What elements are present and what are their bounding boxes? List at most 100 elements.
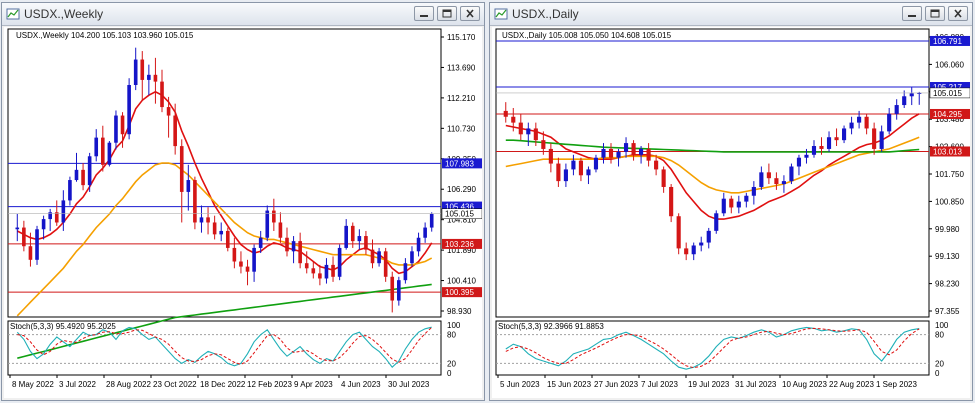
daily-maximize-button[interactable]: [925, 6, 945, 21]
weekly-candle-body: [304, 263, 309, 269]
weekly-candle-body: [28, 246, 33, 260]
close-icon: [954, 9, 962, 18]
daily-x-tick-label: 5 Jun 2023: [500, 380, 540, 389]
weekly-candle-body: [423, 227, 427, 238]
weekly-candle-body: [160, 81, 164, 108]
weekly-candle-body: [318, 273, 322, 279]
weekly-price-tick-label: 104.810: [447, 216, 476, 225]
weekly-x-tick-label: 9 Apr 2023: [294, 380, 333, 389]
weekly-candle-body: [48, 212, 52, 220]
daily-candle-body: [623, 143, 629, 152]
weekly-candle-body: [410, 251, 414, 264]
daily-candle-body: [518, 122, 523, 135]
weekly-candle-body: [127, 85, 131, 135]
daily-close-button[interactable]: [948, 6, 968, 21]
daily-candle-body: [586, 169, 591, 176]
daily-candle-body: [872, 128, 877, 149]
weekly-x-tick-label: 28 Aug 2022: [106, 380, 151, 389]
chart-window-icon: [6, 8, 20, 20]
weekly-candle-body: [324, 264, 329, 279]
weekly-close-button[interactable]: [460, 6, 480, 21]
weekly-level-label: 105.436: [445, 203, 474, 212]
daily-candle-body: [511, 116, 516, 123]
daily-titlebar[interactable]: USDX.,Daily: [490, 3, 972, 26]
weekly-candle-body: [390, 276, 395, 301]
weekly-current-price-tag: [441, 208, 482, 219]
daily-candle-body: [887, 113, 892, 132]
weekly-level-label: 103.236: [445, 240, 474, 249]
weekly-candle-body: [252, 247, 256, 272]
daily-x-tick-label: 10 Aug 2023: [782, 380, 827, 389]
daily-candle-body: [563, 169, 568, 182]
weekly-price-tick-label: 115.170: [447, 33, 476, 42]
weekly-titlebar[interactable]: USDX.,Weekly: [2, 3, 484, 26]
daily-minimize-button[interactable]: [902, 6, 922, 21]
weekly-candle-body: [87, 156, 92, 186]
weekly-candle-body: [403, 263, 408, 281]
daily-chart-window[interactable]: USDX.,Daily 106.880106.060104.150103.480…: [489, 2, 973, 401]
daily-x-tick-label: 22 Aug 2023: [829, 380, 874, 389]
daily-chart-area[interactable]: 106.880106.060104.150103.480102.600101.7…: [492, 27, 970, 398]
weekly-level-tag: [442, 238, 482, 249]
daily-stoch-signal-line: [505, 327, 920, 369]
weekly-maximize-button[interactable]: [437, 6, 457, 21]
daily-current-price-tag: [929, 87, 970, 99]
daily-level-label: 103.013: [933, 147, 962, 156]
daily-candle-body: [781, 181, 786, 185]
weekly-chart-area[interactable]: 115.170113.690112.210110.730109.250106.2…: [4, 27, 482, 398]
weekly-price-frame: [7, 28, 442, 318]
daily-candle-body: [699, 242, 704, 246]
daily-stoch-label: Stoch(5,3,3) 92.3966 91.8853: [498, 322, 604, 331]
daily-candle-body: [691, 245, 696, 255]
daily-candle-body: [796, 157, 802, 167]
weekly-chart-window[interactable]: USDX.,Weekly 115.170 113.690 112.210 110.73…: [1, 2, 485, 401]
weekly-candle-body: [258, 237, 263, 248]
weekly-info-line: USDX.,Weekly 104.200 105.103 103.960 105…: [16, 31, 194, 40]
daily-candle-body: [541, 140, 546, 149]
daily-candle-body: [736, 201, 741, 208]
daily-level-label: 106.791: [933, 37, 962, 46]
daily-price-tick-label: 99.980: [935, 225, 960, 234]
weekly-candle-body: [147, 74, 151, 80]
maximize-icon: [442, 9, 452, 18]
daily-stoch-tick-label: 100: [935, 321, 949, 330]
weekly-candle-body: [285, 237, 289, 252]
weekly-candle-body: [199, 217, 204, 223]
minimize-icon: [420, 15, 428, 17]
weekly-candle-body: [337, 247, 342, 277]
daily-candle-body: [834, 137, 839, 141]
daily-candle-body: [849, 122, 854, 129]
weekly-candle-body: [383, 251, 388, 277]
weekly-candle-body: [41, 219, 46, 230]
weekly-candle-body: [232, 247, 237, 262]
weekly-candle-body: [94, 137, 99, 157]
daily-candle-body: [676, 216, 681, 249]
daily-candle-body: [616, 151, 621, 158]
weekly-candle-body: [370, 249, 375, 264]
daily-candle-body: [902, 96, 907, 106]
daily-x-tick-label: 15 Jun 2023: [547, 380, 592, 389]
weekly-stoch-tick-label: 0: [447, 369, 452, 378]
daily-price-tick-label: 100.850: [935, 197, 964, 206]
weekly-stoch-tick-label: 80: [447, 331, 456, 340]
daily-price-tick-label: 103.480: [935, 115, 964, 124]
weekly-candle-body: [377, 251, 381, 264]
weekly-candle-body: [272, 210, 276, 223]
weekly-ma-line-0: [16, 90, 433, 275]
weekly-x-tick-label: 8 May 2022: [12, 380, 54, 389]
weekly-window-title: USDX.,Weekly: [24, 7, 104, 21]
close-icon: [466, 9, 474, 18]
weekly-price-tick-label: 98.930: [447, 307, 472, 316]
minimize-icon: [908, 15, 916, 17]
weekly-candle-body: [429, 213, 434, 228]
daily-candle-body: [864, 116, 869, 129]
daily-candle-body: [608, 148, 614, 158]
daily-ma-line-1: [505, 136, 920, 194]
daily-candle-body: [804, 154, 809, 158]
weekly-x-tick-label: 4 Jun 2023: [341, 380, 381, 389]
weekly-candle-body: [114, 115, 118, 143]
weekly-candle-body: [186, 180, 191, 192]
daily-x-tick-label: 7 Jul 2023: [641, 380, 678, 389]
weekly-minimize-button[interactable]: [414, 6, 434, 21]
daily-candle-body: [661, 169, 666, 187]
